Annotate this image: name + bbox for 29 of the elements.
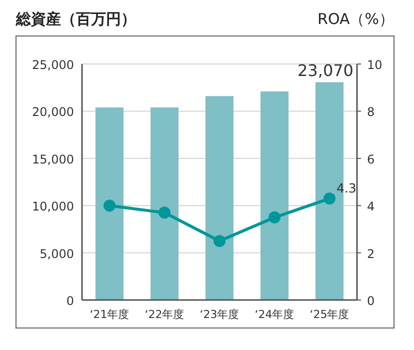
bar (150, 107, 178, 300)
y-tick-label: 0 (66, 294, 74, 308)
y2-tick-label: 4 (367, 200, 375, 214)
x-tick-label: ‘24年度 (254, 308, 294, 321)
x-tick-label: ‘21年度 (90, 308, 130, 321)
point (214, 235, 226, 247)
point (158, 206, 170, 219)
y2-tick-label: 0 (367, 294, 375, 308)
y2-tick-label: 10 (367, 58, 382, 72)
x-tick-label: ‘25年度 (310, 308, 350, 321)
point (324, 192, 336, 205)
y2-tick-label: 2 (367, 246, 375, 261)
y2-tick-label: 8 (367, 105, 375, 120)
y2-tick-label: 6 (367, 152, 375, 166)
x-tick-label: ‘22年度 (144, 308, 184, 321)
bar (260, 91, 288, 300)
y-axis-title: 総資産（百万円） (15, 10, 136, 28)
data-label: 23,070 (298, 61, 354, 80)
x-tick-label: ‘23年度 (200, 308, 240, 321)
bar (206, 96, 234, 300)
y2-axis-title: ROA（%） (318, 10, 394, 28)
y-tick-label: 20,000 (32, 105, 74, 120)
point (268, 211, 280, 224)
y-tick-label: 5,000 (40, 246, 74, 261)
point (104, 200, 116, 212)
y-tick-label: 25,000 (32, 58, 74, 72)
y-tick-label: 10,000 (32, 200, 74, 214)
bar (96, 107, 124, 300)
y-tick-label: 15,000 (32, 152, 74, 166)
